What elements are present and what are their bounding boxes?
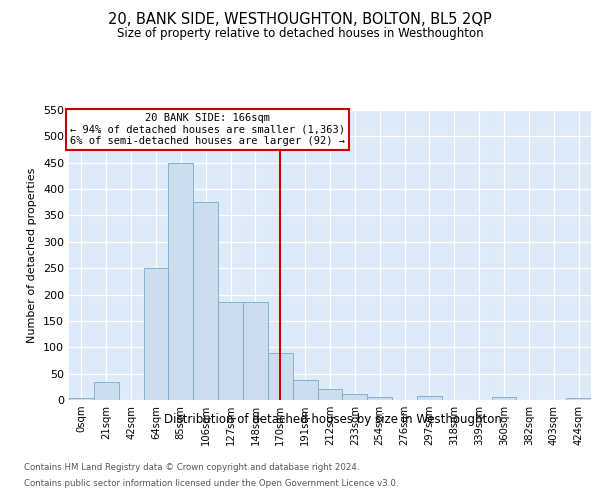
Bar <box>94 382 119 400</box>
Bar <box>491 398 517 400</box>
Bar <box>193 202 218 400</box>
Bar <box>69 398 94 400</box>
Text: Distribution of detached houses by size in Westhoughton: Distribution of detached houses by size … <box>164 412 502 426</box>
Text: Contains public sector information licensed under the Open Government Licence v3: Contains public sector information licen… <box>24 478 398 488</box>
Bar <box>417 396 442 400</box>
Bar <box>243 302 268 400</box>
Bar <box>169 162 193 400</box>
Text: Contains HM Land Registry data © Crown copyright and database right 2024.: Contains HM Land Registry data © Crown c… <box>24 464 359 472</box>
Bar <box>566 398 591 400</box>
Bar <box>218 302 243 400</box>
Bar <box>268 352 293 400</box>
Text: Size of property relative to detached houses in Westhoughton: Size of property relative to detached ho… <box>116 28 484 40</box>
Text: 20 BANK SIDE: 166sqm
← 94% of detached houses are smaller (1,363)
6% of semi-det: 20 BANK SIDE: 166sqm ← 94% of detached h… <box>70 113 345 146</box>
Bar <box>293 380 317 400</box>
Bar <box>343 394 367 400</box>
Y-axis label: Number of detached properties: Number of detached properties <box>28 168 37 342</box>
Bar <box>367 398 392 400</box>
Bar <box>143 268 169 400</box>
Text: 20, BANK SIDE, WESTHOUGHTON, BOLTON, BL5 2QP: 20, BANK SIDE, WESTHOUGHTON, BOLTON, BL5… <box>108 12 492 28</box>
Bar <box>317 390 343 400</box>
